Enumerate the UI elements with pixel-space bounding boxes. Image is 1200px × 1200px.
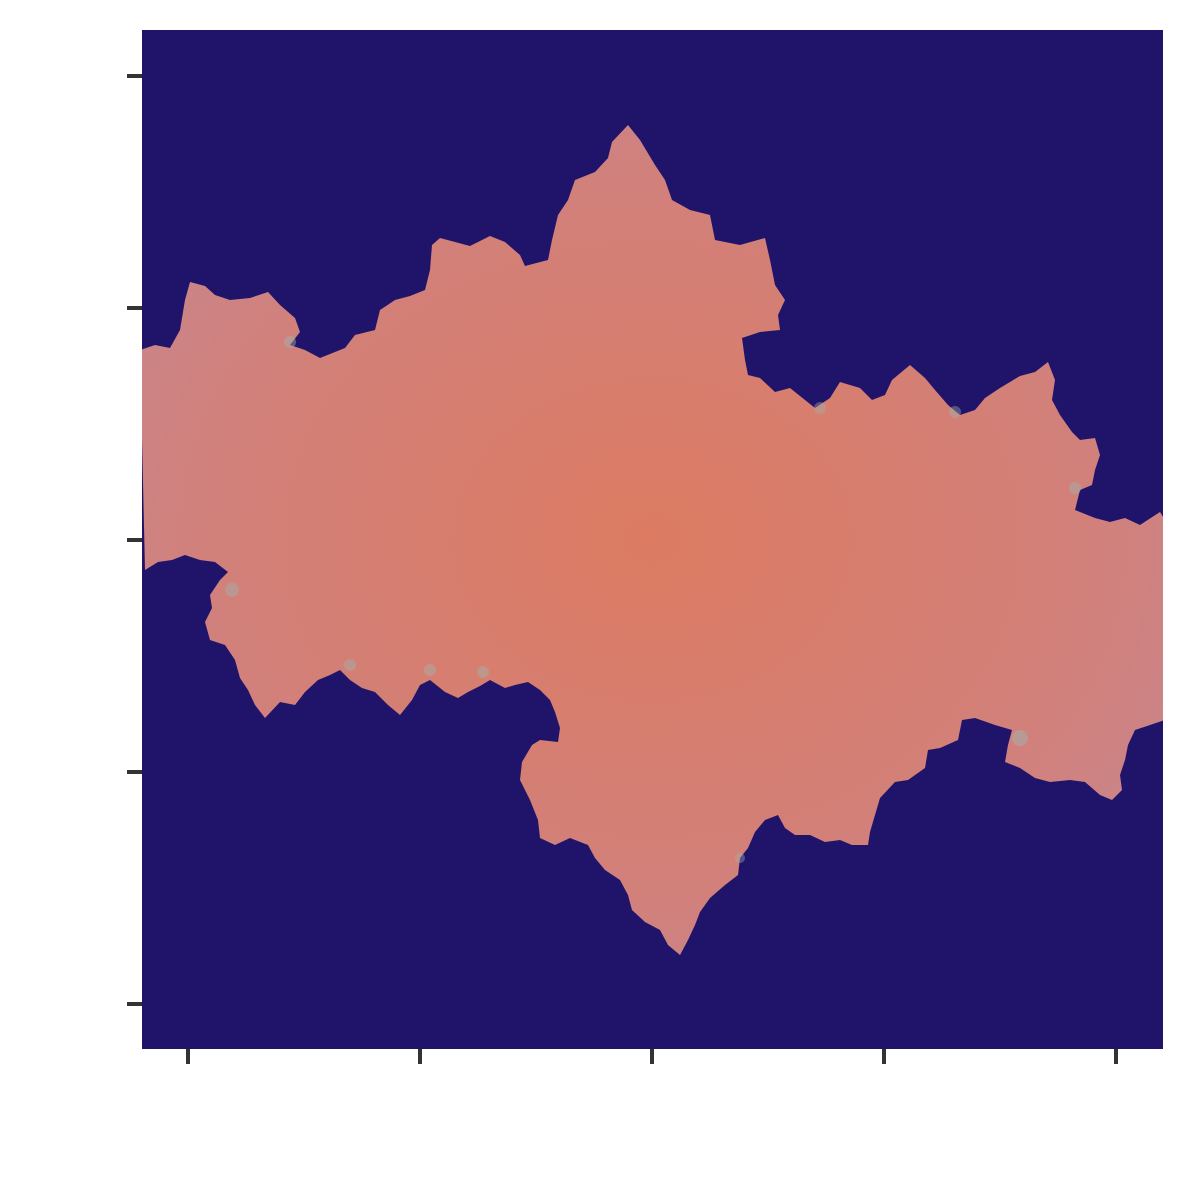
glow-spot	[284, 336, 296, 348]
glow-spot	[1069, 482, 1081, 494]
fractal-region	[142, 125, 1163, 955]
fractal-shape	[142, 125, 1163, 955]
glow-spot	[424, 664, 436, 676]
glow-spot	[814, 402, 826, 414]
glow-spot	[949, 406, 961, 418]
glow-spot	[344, 659, 356, 671]
glow-spots	[225, 336, 1081, 863]
y-axis	[127, 74, 142, 1006]
x-axis	[186, 1049, 1118, 1064]
glow-spot	[1012, 730, 1028, 746]
glow-spot	[477, 666, 489, 678]
glow-spot	[225, 583, 239, 597]
glow-spot	[735, 853, 745, 863]
